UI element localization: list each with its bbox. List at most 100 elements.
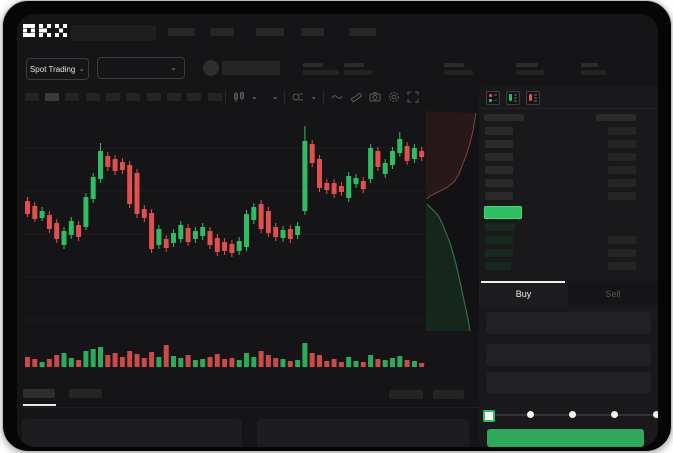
timeframe-button[interactable] [45, 93, 59, 101]
buy-submit-button[interactable] [487, 429, 644, 447]
chevron-down-icon: ⌄ [78, 64, 86, 73]
nav-item-placeholder[interactable] [168, 28, 195, 36]
ask-amount-placeholder[interactable] [608, 192, 636, 200]
tab-buy-label: Buy [515, 289, 532, 299]
bid-price-placeholder[interactable] [485, 262, 511, 270]
slider-step-dot[interactable] [611, 411, 618, 418]
timeframe-button[interactable] [126, 93, 140, 101]
bottom-active-tab-indicator [23, 404, 56, 406]
open-orders-panel[interactable] [22, 419, 242, 447]
line-tool-icon[interactable] [330, 90, 343, 103]
bid-price-placeholder[interactable] [485, 223, 515, 231]
measure-icon[interactable] [349, 90, 362, 103]
timeframe-button[interactable] [65, 93, 79, 101]
ask-amount-placeholder[interactable] [608, 127, 636, 135]
tab-buy[interactable]: Buy [479, 281, 568, 305]
bottom-tab-placeholder[interactable] [23, 389, 55, 398]
bid-amount-placeholder[interactable] [608, 262, 636, 270]
orderbook-price-header-placeholder [484, 114, 524, 121]
camera-icon[interactable] [368, 90, 381, 103]
indicators-icon[interactable] [291, 90, 304, 103]
ask-price-placeholder[interactable] [485, 153, 513, 161]
stat-label-placeholder [444, 63, 464, 67]
coin-avatar [203, 60, 219, 76]
stat-label-placeholder [516, 63, 538, 67]
settings-gear-icon[interactable] [387, 90, 400, 103]
active-tab-indicator [481, 281, 565, 283]
ask-price-placeholder[interactable] [485, 166, 513, 174]
price-input[interactable] [486, 312, 651, 334]
candle-style-icon[interactable] [232, 90, 245, 103]
divider [323, 90, 325, 103]
slider-handle[interactable] [483, 410, 495, 422]
orderbook-amount-header-placeholder [596, 114, 636, 121]
ask-price-placeholder[interactable] [485, 179, 513, 187]
trade-tabs: Buy Sell [479, 281, 658, 305]
ask-price-placeholder[interactable] [485, 127, 513, 135]
stat-value-placeholder [581, 70, 606, 75]
stat-label-placeholder [303, 63, 323, 67]
total-input[interactable] [486, 372, 651, 394]
nav-item-placeholder[interactable] [301, 28, 324, 36]
okx-logo [23, 24, 67, 37]
order-history-panel[interactable] [257, 419, 469, 447]
search-input[interactable] [71, 25, 156, 41]
nav-item-placeholder[interactable] [210, 28, 234, 36]
stat-value-placeholder [516, 70, 544, 75]
orderbook-trade-panel: Buy Sell [479, 86, 658, 447]
timeframe-button[interactable] [187, 93, 201, 101]
nav-item-placeholder[interactable] [256, 28, 284, 36]
slider-step-dot[interactable] [569, 411, 576, 418]
bid-amount-placeholder[interactable] [608, 249, 636, 257]
market-type-selector[interactable]: Spot Trading ⌄ [26, 58, 89, 80]
orderbook-asks-view-icon[interactable] [526, 91, 540, 105]
bid-amount-placeholder[interactable] [608, 236, 636, 244]
chart-tools: ⌄ ⌄ ⌄ [225, 90, 419, 103]
top-nav [17, 14, 658, 46]
chevron-down-icon: ⌄ [170, 63, 177, 72]
bottom-action-button-2[interactable] [433, 390, 464, 399]
ask-amount-placeholder[interactable] [608, 140, 636, 148]
stat-value-placeholder [444, 70, 473, 75]
stat-value-placeholder [344, 70, 372, 75]
bottom-action-button-1[interactable] [389, 390, 423, 399]
timeframe-button[interactable] [147, 93, 161, 101]
divider [23, 407, 479, 408]
slider-step-dot[interactable] [527, 411, 534, 418]
timeframe-button[interactable] [167, 93, 181, 101]
bid-price-placeholder[interactable] [485, 236, 513, 244]
timeframe-button[interactable] [208, 93, 222, 101]
amount-input[interactable] [486, 344, 651, 366]
timeframe-button[interactable] [106, 93, 120, 101]
market-type-label: Spot Trading [29, 64, 76, 74]
bottom-tab-placeholder[interactable] [69, 389, 102, 398]
timeframe-button[interactable] [25, 93, 39, 101]
last-price-highlight[interactable] [484, 206, 522, 219]
bid-price-placeholder[interactable] [485, 249, 513, 257]
orderbook-view-toggles [486, 91, 540, 105]
chevron-down-icon[interactable]: ⌄ [310, 91, 318, 101]
divider [284, 90, 286, 103]
chevron-down-icon[interactable]: ⌄ [251, 91, 258, 101]
ask-price-placeholder[interactable] [485, 192, 513, 200]
divider [479, 108, 658, 109]
stat-value-placeholder [303, 70, 339, 75]
ask-amount-placeholder[interactable] [608, 153, 636, 161]
chart-svg[interactable] [23, 109, 481, 371]
chevron-down-icon[interactable]: ⌄ [271, 91, 279, 101]
ask-price-placeholder[interactable] [485, 140, 513, 148]
nav-item-placeholder[interactable] [349, 28, 376, 36]
app-screen: Spot Trading ⌄ ⌄ ⌄ ⌄ ⌄ [17, 14, 658, 447]
stat-label-placeholder [581, 63, 598, 67]
ask-amount-placeholder[interactable] [608, 179, 636, 187]
timeframe-button[interactable] [86, 93, 100, 101]
stat-label-placeholder [344, 63, 364, 67]
ask-amount-placeholder[interactable] [608, 166, 636, 174]
orderbook-bids-view-icon[interactable] [506, 91, 520, 105]
orderbook-split-view-icon[interactable] [486, 91, 500, 105]
pair-selector[interactable]: ⌄ [97, 57, 185, 79]
tab-sell[interactable]: Sell [568, 281, 658, 305]
slider-step-dot[interactable] [653, 411, 658, 418]
fullscreen-icon[interactable] [406, 90, 419, 103]
